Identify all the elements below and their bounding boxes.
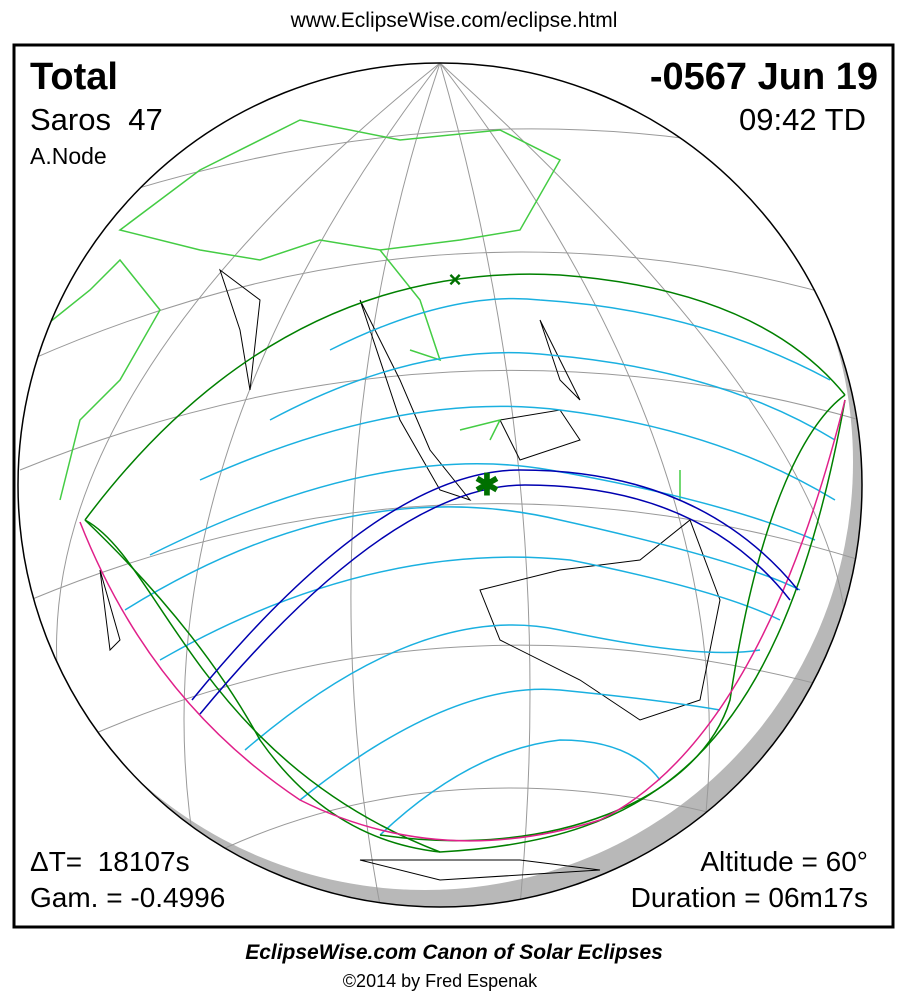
graticule (19, 63, 861, 906)
altitude: Altitude = 60° (700, 846, 868, 877)
credit: ©2014 by Fred Espenak (342, 971, 538, 991)
eclipse-date: -0567 Jun 19 (649, 56, 878, 98)
delta-t: ΔT= 18107s (30, 846, 190, 877)
totality-path (191, 469, 799, 715)
borders (39, 119, 681, 501)
saros: Saros 47 (30, 102, 163, 137)
node: A.Node (30, 143, 107, 169)
globe-outline (17, 62, 863, 908)
url: www.EclipseWise.com/eclipse.html (290, 9, 618, 32)
time: 09:42 TD (739, 102, 866, 137)
footer-title: EclipseWise.com Canon of Solar Eclipses (245, 941, 663, 964)
coastlines (99, 268, 721, 881)
day-side (18, 63, 853, 890)
gamma: Gam. = -0.4996 (30, 882, 226, 913)
penumbra-limit (79, 399, 846, 842)
eclipse-limits (84, 273, 846, 853)
subsolar-mark: × (449, 267, 462, 292)
duration: Duration = 06m17s (630, 882, 868, 913)
greatest-eclipse-mark: ✱ (474, 469, 499, 502)
eclipse-type: Total (30, 56, 118, 98)
frame (12, 43, 895, 929)
eclipse-contours (124, 297, 836, 836)
